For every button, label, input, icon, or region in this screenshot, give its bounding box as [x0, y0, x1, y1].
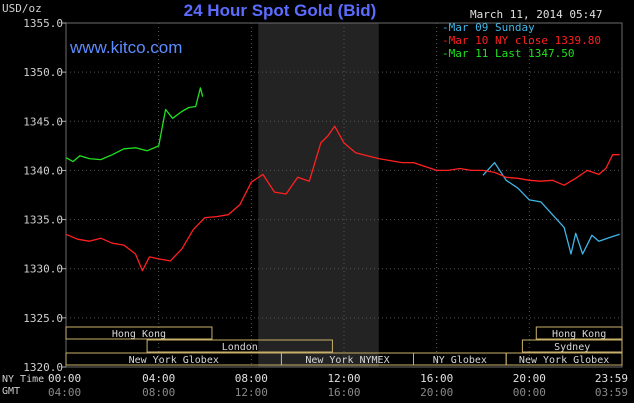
market-session-box [505, 352, 623, 366]
market-session-box [146, 339, 333, 353]
y-axis-units: USD/oz [2, 2, 42, 15]
chart-date: March 11, 2014 05:47 [470, 8, 603, 21]
x-tick-label-gmt: 04:00 [48, 386, 81, 399]
y-tick-label: 1350.0 [23, 66, 63, 79]
x-tick-label-gmt: 12:00 [235, 386, 268, 399]
x-tick-label-gmt: 08:00 [142, 386, 175, 399]
market-session-box [65, 326, 213, 340]
legend-item-mar11: -Mar 11 Last 1347.50 [442, 47, 575, 60]
axis-ticks: 1320.0 1325.0 1330.0 1335.0 1340.0 1345.0 1350… [23, 17, 628, 399]
y-tick-label: 1335.0 [23, 214, 63, 227]
site-url[interactable]: www.kitco.com [70, 38, 183, 57]
y-tick-label: 1345.0 [23, 115, 63, 128]
y-tick-label: 1320.0 [23, 361, 63, 374]
x-tick-label-ny: 12:00 [327, 372, 360, 385]
market-session-label: New York Globex [519, 355, 609, 366]
grid [65, 22, 623, 368]
gmt-label: GMT [2, 386, 21, 397]
x-tick-label-ny: 16:00 [420, 372, 453, 385]
x-tick-label-ny: 23:59 [595, 372, 628, 385]
series-line [65, 87, 204, 163]
market-session-label: Hong Kong [552, 329, 606, 340]
series-layer [65, 87, 620, 272]
legend: -Mar 09 Sunday -Mar 10 NY close 1339.80 … [442, 21, 601, 60]
market-session-label: NY Globex [433, 355, 487, 366]
x-tick-label-ny: 20:00 [513, 372, 546, 385]
ny-time-label: NY Time [2, 374, 45, 385]
y-tick-label: 1355.0 [23, 17, 63, 30]
x-tick-label-gmt: 20:00 [420, 386, 453, 399]
nymex-shaded-region [258, 23, 379, 367]
chart-title: 24 Hour Spot Gold (Bid) [183, 1, 377, 20]
y-tick-label: 1330.0 [23, 263, 63, 276]
x-tick-label-gmt: 03:59 [595, 386, 628, 399]
series-line [65, 125, 620, 272]
legend-item-mar09: -Mar 09 Sunday [442, 21, 535, 34]
legend-item-mar10: -Mar 10 NY close 1339.80 [442, 34, 601, 47]
x-tick-label-ny: 08:00 [235, 372, 268, 385]
market-session-box [521, 339, 623, 353]
x-tick-label-gmt: 00:00 [513, 386, 546, 399]
market-session-label: New York NYMEX [305, 355, 389, 366]
market-session-box [535, 326, 623, 340]
series-line [482, 161, 620, 255]
market-session-label: Sydney [554, 342, 590, 353]
x-tick-label-ny: 04:00 [142, 372, 175, 385]
x-tick-label-ny: 00:00 [48, 372, 81, 385]
y-tick-label: 1325.0 [23, 312, 63, 325]
shaded-session [258, 23, 379, 367]
market-session-label: London [222, 342, 258, 353]
market-session-label: Hong Kong [112, 329, 166, 340]
y-tick-label: 1340.0 [23, 164, 63, 177]
market-session-label: New York Globex [129, 355, 219, 366]
x-tick-label-gmt: 16:00 [327, 386, 360, 399]
